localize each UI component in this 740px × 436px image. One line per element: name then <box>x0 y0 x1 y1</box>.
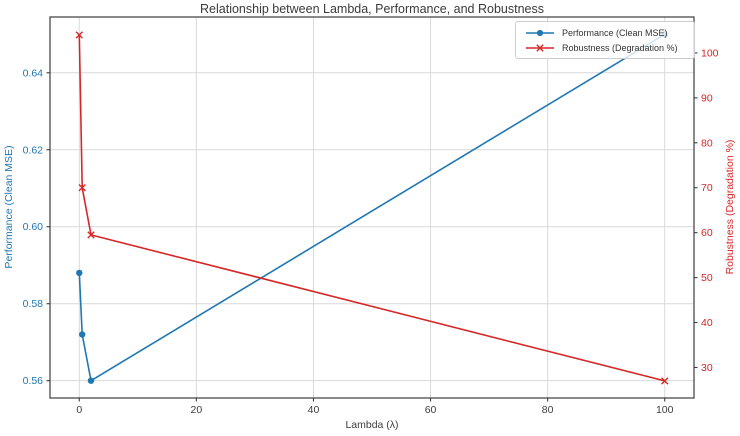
y-tick-label-left: 0.60 <box>23 221 44 233</box>
y-tick-label-right: 90 <box>701 92 713 104</box>
y-tick-label-right: 70 <box>701 182 713 194</box>
data-point-marker <box>75 31 83 39</box>
y-tick-label-left: 0.56 <box>23 375 44 387</box>
y-axis-label-right: Robustness (Degradation %) <box>724 139 736 275</box>
y-tick-label-right: 50 <box>701 272 713 284</box>
legend: Performance (Clean MSE) Robustness (Degr… <box>515 21 695 59</box>
legend-line-marker-performance <box>526 29 554 36</box>
y-tick-label-right: 80 <box>701 137 713 149</box>
x-tick-label: 100 <box>656 404 674 416</box>
y-axis-label-left: Performance (Clean MSE) <box>3 145 15 269</box>
chart-title: Relationship between Lambda, Performance… <box>200 2 544 16</box>
data-point-marker <box>87 377 95 384</box>
legend-label-performance: Performance (Clean MSE) <box>562 27 668 38</box>
x-tick-label: 20 <box>191 404 203 416</box>
y-tick-label-left: 0.62 <box>23 144 44 156</box>
x-tick-label: 40 <box>308 404 320 416</box>
plot-border <box>49 16 695 399</box>
legend-item-performance: Performance (Clean MSE) <box>525 26 687 39</box>
legend-label-robustness: Robustness (Degradation %) <box>562 42 678 53</box>
y-tick-label-right: 60 <box>701 227 713 239</box>
y-tick-label-right: 40 <box>701 317 713 329</box>
x-tick-label: 60 <box>425 404 437 416</box>
x-axis-label: Lambda (λ) <box>345 419 399 431</box>
data-point-marker <box>661 377 669 385</box>
y-tick-label-right: 100 <box>701 47 719 59</box>
x-tick-label: 80 <box>542 404 554 416</box>
x-tick-label: 0 <box>76 404 82 416</box>
y-tick-label-left: 0.58 <box>23 298 44 310</box>
data-point-marker <box>87 231 95 239</box>
data-point-marker <box>76 269 83 277</box>
y-tick-label-left: 0.64 <box>23 67 44 79</box>
series-line-1 <box>78 34 665 382</box>
data-point-marker <box>79 331 86 338</box>
legend-line-marker-robustness <box>526 43 554 52</box>
y-tick-label-right: 30 <box>701 362 713 374</box>
data-point-marker <box>78 184 86 192</box>
legend-item-robustness: Robustness (Degradation %) <box>525 41 687 54</box>
series-line-0 <box>78 33 666 382</box>
